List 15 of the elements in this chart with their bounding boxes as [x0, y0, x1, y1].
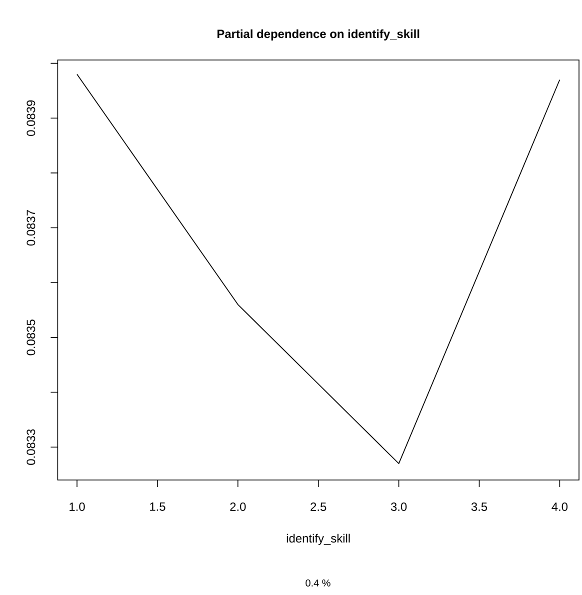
x-tick-label: 3.5: [471, 502, 488, 511]
y-tick-label: 0.0833: [26, 429, 36, 465]
y-tick-label: 0.0837: [26, 210, 36, 246]
chart-title: Partial dependence on identify_skill: [218, 29, 420, 41]
x-tick-label: 1.0: [70, 502, 85, 511]
y-tick-label: 0.0835: [26, 320, 36, 356]
x-tick-label: 4.0: [552, 502, 568, 511]
x-axis-title: identify_skill: [286, 534, 350, 545]
x-tick-label: 2.5: [310, 502, 326, 511]
x-tick-label: 2.0: [230, 502, 246, 511]
x-tick-label: 3.0: [390, 502, 407, 511]
y-tick-label: 0.0839: [26, 100, 36, 136]
x-tick-label: 1.5: [150, 502, 166, 511]
text: 0.4 %: [306, 579, 330, 587]
line-series: [76, 74, 560, 464]
